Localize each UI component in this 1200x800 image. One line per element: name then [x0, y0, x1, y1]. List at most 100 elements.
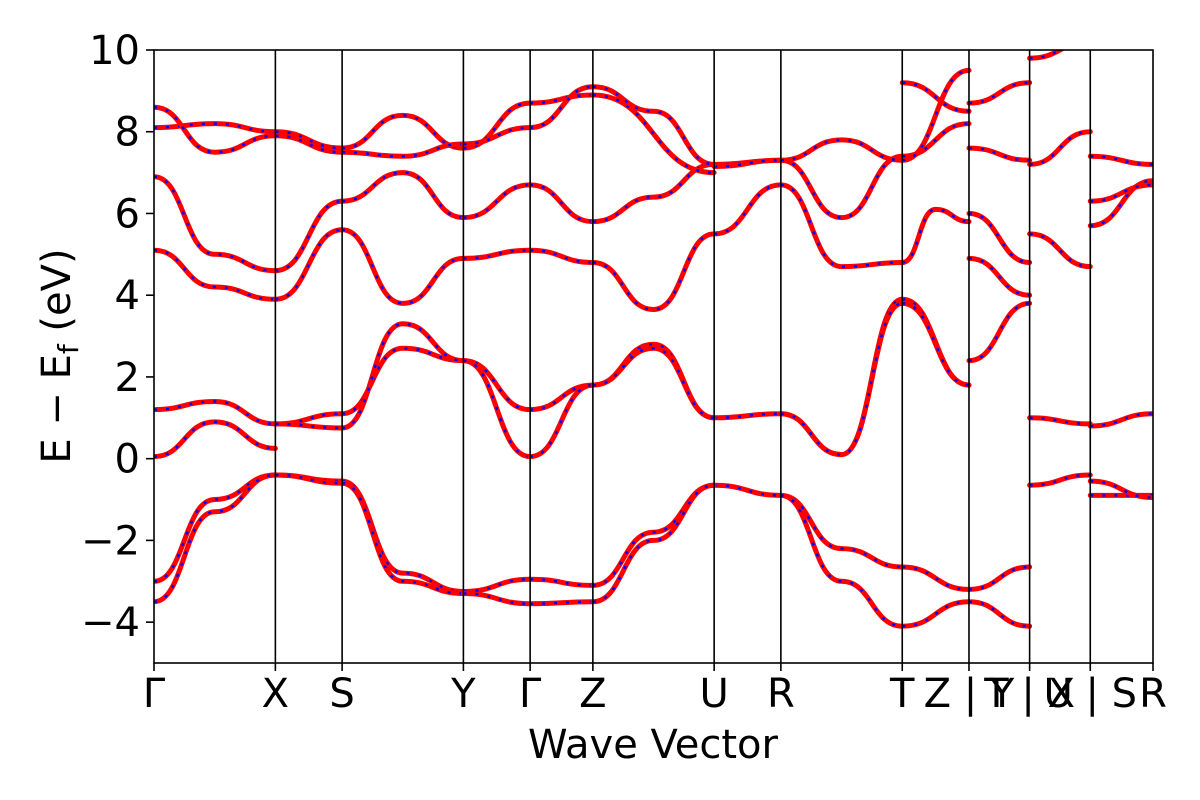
band-7-dashed: [902, 81, 970, 113]
band-5-dashed: [275, 199, 343, 272]
plot-frame: [153, 49, 1154, 664]
band-7-solid: [527, 84, 596, 131]
band-5-dashed: [463, 183, 531, 219]
band-6-solid: [966, 145, 1033, 163]
band-1-solid: [590, 345, 717, 421]
band-7-dashed: [342, 142, 464, 158]
x-tick-label: Z | Y: [924, 671, 1015, 717]
band-3-dashed: [154, 473, 276, 603]
band-0-solid: [1087, 411, 1153, 429]
band-5-solid: [339, 170, 466, 221]
band-6-solid: [778, 137, 905, 163]
band-2-solid: [527, 576, 596, 588]
band-3-solid: [966, 599, 1033, 629]
band-0-dashed: [341, 347, 464, 415]
band-2-dashed: [902, 565, 970, 591]
band-4-dashed: [780, 183, 903, 268]
band-4-solid: [460, 247, 533, 261]
band-6-dashed: [154, 122, 276, 133]
band-5-dashed: [780, 155, 903, 219]
band-3-solid: [272, 472, 345, 486]
band-2-solid: [899, 564, 972, 592]
band-6-solid: [899, 67, 972, 163]
band-0-solid: [339, 345, 466, 417]
band-2-solid: [1027, 472, 1093, 488]
band-5-dashed: [592, 163, 715, 223]
band-4-dashed: [341, 228, 464, 305]
x-tick-label: R: [767, 671, 795, 717]
x-tick-label: Γ: [143, 671, 166, 717]
x-tick-label: R: [1139, 671, 1167, 717]
y-tick-label: 8: [115, 110, 140, 156]
band-4-solid: [1027, 231, 1093, 270]
band-6-solid: [527, 92, 596, 106]
band-6-solid: [711, 157, 784, 169]
y-tick-label: 2: [115, 355, 140, 401]
x-tick-label: T | X: [983, 671, 1075, 717]
band-2-solid: [711, 482, 784, 498]
band-2-solid: [154, 472, 278, 584]
band-4-dashed: [968, 257, 1030, 297]
band-2-dashed: [463, 577, 531, 593]
band-4-solid: [154, 247, 278, 302]
band-5-dashed: [968, 212, 1030, 264]
band-7-solid: [339, 141, 466, 159]
band-0-solid: [154, 419, 278, 460]
band-7-dashed: [275, 134, 343, 154]
x-tick-label: U: [699, 671, 728, 717]
band-7-solid: [966, 80, 1033, 106]
y-tick-label: −2: [81, 518, 140, 564]
band-1-solid: [778, 300, 905, 458]
band-5-solid: [590, 161, 717, 225]
band-1-dashed: [529, 383, 594, 458]
band-6-dashed: [342, 114, 464, 150]
band-4-dashed: [154, 248, 276, 301]
band-0-solid: [1027, 415, 1093, 427]
x-tick-label: S: [329, 671, 354, 717]
band-7-dashed: [463, 126, 531, 146]
band-lines: [154, 50, 1153, 629]
band-3-solid: [778, 492, 905, 629]
y-tick-label: 4: [115, 273, 140, 319]
band-4-solid: [711, 182, 784, 237]
band-0-solid: [966, 300, 1033, 364]
band-7-solid: [590, 84, 717, 167]
y-tick-label: −4: [81, 600, 140, 646]
band-4-solid: [778, 182, 905, 270]
band-5-dashed: [902, 122, 970, 158]
band-0-solid: [711, 411, 784, 421]
band-1-dashed: [463, 359, 531, 458]
band-4-solid: [339, 227, 466, 306]
band-1-solid: [272, 421, 345, 431]
band-6-solid: [1087, 153, 1153, 167]
band-6-dashed: [463, 101, 531, 150]
band-1-solid: [899, 300, 972, 388]
band-7-solid: [460, 125, 533, 147]
high-symmetry-lines: [274, 50, 1092, 663]
band-5-solid: [966, 211, 1033, 265]
band-3-solid: [460, 591, 533, 607]
band-5-dashed: [154, 175, 276, 272]
band-2-dashed: [780, 494, 903, 569]
band-5-solid: [1027, 129, 1093, 167]
band-3-solid: [590, 482, 717, 605]
band-1-solid: [339, 321, 466, 431]
band-3-solid: [527, 599, 596, 607]
band-1-dashed: [341, 322, 464, 430]
band-6-dashed: [275, 130, 343, 150]
band-6-dashed: [780, 138, 903, 162]
x-tick-label: X: [262, 671, 289, 717]
x-axis-label: Wave Vector: [528, 722, 779, 768]
y-tick-label: 0: [115, 437, 140, 483]
band-2-solid: [590, 482, 717, 588]
band-3-dashed: [592, 483, 715, 603]
x-tick-label: U | S: [1043, 671, 1137, 717]
band-4-solid: [1087, 178, 1153, 229]
band-3-dashed: [780, 494, 903, 628]
band-3-dashed: [902, 600, 970, 628]
x-tick-label: T: [889, 671, 915, 717]
x-tick-label: Y: [450, 671, 476, 717]
